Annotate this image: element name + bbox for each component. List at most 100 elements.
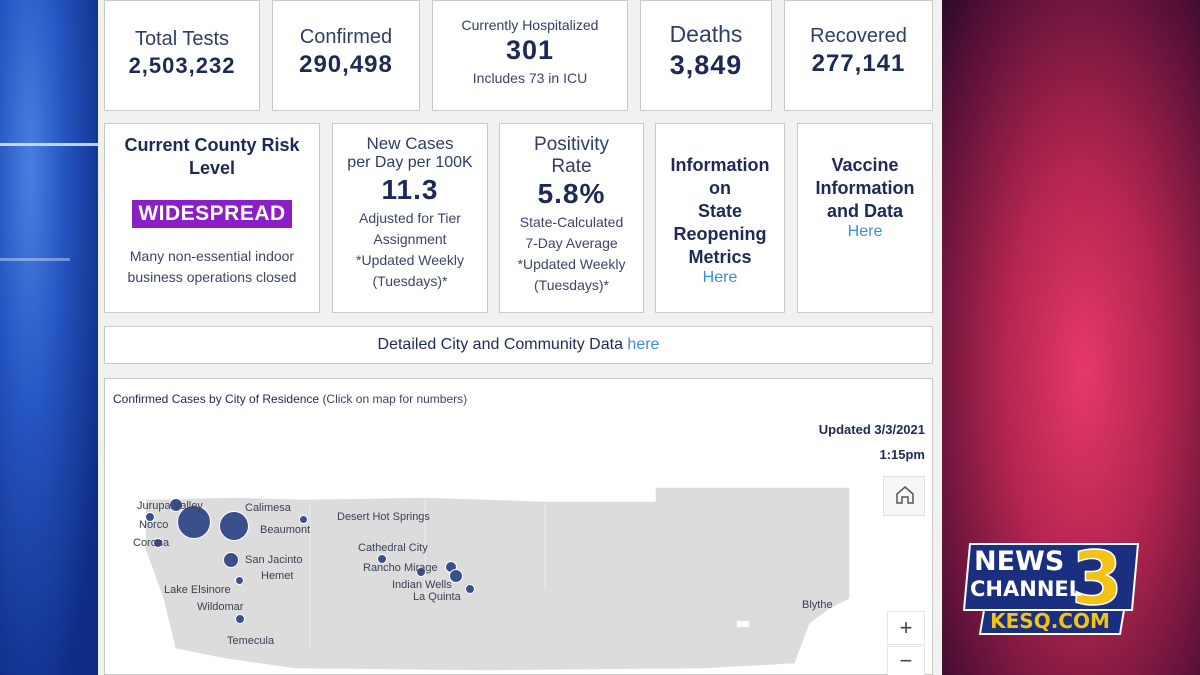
- vaccine-title-3: and Data: [826, 201, 904, 221]
- map-updated-date: Updated 3/3/2021: [818, 422, 925, 437]
- positivity-card: Positivity Rate 5.8% State-Calculated 7-…: [499, 123, 644, 313]
- city-label-corona: Corona: [133, 537, 170, 549]
- deaths-card: Deaths 3,849: [640, 0, 772, 111]
- positivity-value: 5.8%: [537, 178, 606, 209]
- city-label-beaumont: Beaumont: [260, 524, 311, 536]
- dot-perris[interactable]: [223, 552, 239, 568]
- vaccine-title-2: Information: [815, 178, 915, 198]
- hospitalized-value: 301: [505, 35, 555, 65]
- confirmed-label: Confirmed: [299, 26, 393, 48]
- recovered-card: Recovered 277,141: [784, 0, 933, 111]
- positivity-note-4: (Tuesdays)*: [534, 277, 609, 293]
- county-risk-card: Current County Risk Level WIDESPREAD Man…: [104, 123, 320, 313]
- dot-jurupa[interactable]: [169, 498, 183, 512]
- detailed-data-text: Detailed City and Community Data: [377, 336, 623, 353]
- dot-cathedral-city[interactable]: [416, 567, 426, 577]
- detailed-data-link[interactable]: here: [627, 336, 660, 353]
- logo-news: NEWS: [974, 546, 1064, 577]
- new-cases-label-line1: New Cases: [366, 134, 454, 153]
- new-cases-note-1: Adjusted for Tier: [359, 210, 461, 226]
- dot-beaumont[interactable]: [299, 515, 308, 524]
- deaths-value: 3,849: [669, 50, 743, 80]
- logo-channel: CHANNEL: [970, 577, 1082, 601]
- reopening-title-4: Reopening: [673, 224, 767, 244]
- detailed-data-bar: Detailed City and Community Data here: [104, 326, 933, 364]
- city-label-wildomar: Wildomar: [197, 601, 244, 613]
- zoom-in-button[interactable]: +: [887, 611, 925, 645]
- city-label-calimesa: Calimesa: [245, 502, 291, 514]
- county-map[interactable]: [105, 479, 934, 675]
- deaths-label: Deaths: [669, 21, 743, 47]
- vaccine-title-1: Vaccine: [831, 155, 899, 175]
- icu-note: Includes 73 in ICU: [472, 70, 588, 86]
- logo-site: KESQ.COM: [990, 609, 1110, 633]
- dot-riverside[interactable]: [177, 505, 211, 539]
- city-label-norco: Norco: [139, 519, 169, 531]
- vaccine-card: Vaccine Information and Data Here: [797, 123, 933, 313]
- risk-title-line2: Level: [188, 158, 236, 178]
- city-label-temecula: Temecula: [227, 635, 275, 647]
- reopening-here-link[interactable]: Here: [702, 269, 738, 286]
- reopening-card: Information on State Reopening Metrics H…: [655, 123, 785, 313]
- reopening-title-5: Metrics: [688, 247, 752, 267]
- positivity-label-line1: Positivity: [534, 134, 609, 155]
- dot-indio[interactable]: [449, 569, 463, 583]
- city-label-hemet: Hemet: [261, 570, 294, 582]
- map-title-row: Confirmed Cases by City of Residence (Cl…: [113, 392, 467, 406]
- city-label-lake-elsinore: Lake Elsinore: [164, 584, 231, 596]
- city-label-blythe: Blythe: [802, 599, 833, 611]
- home-icon: [896, 486, 914, 504]
- dot-menifee[interactable]: [235, 576, 244, 585]
- new-cases-note-4: (Tuesdays)*: [372, 273, 448, 289]
- dot-temecula[interactable]: [235, 614, 245, 624]
- logo-graphic: 3 NEWS CHANNEL KESQ.COM: [962, 535, 1140, 635]
- map-home-button[interactable]: [883, 476, 925, 516]
- positivity-note-3: *Updated Weekly: [517, 256, 626, 272]
- map-marker-blank: [737, 621, 749, 627]
- positivity-note-2: 7-Day Average: [525, 235, 618, 251]
- dot-palm-springs[interactable]: [377, 554, 387, 564]
- total-tests-card: Total Tests 2,503,232: [104, 0, 260, 111]
- new-cases-note-2: Assignment: [373, 231, 447, 247]
- light-streak: [0, 258, 70, 261]
- city-label-cathedral-city: Cathedral City: [358, 542, 428, 554]
- dot-coachella[interactable]: [465, 584, 475, 594]
- total-tests-value: 2,503,232: [128, 53, 236, 78]
- risk-title-line1: Current County Risk: [124, 135, 300, 155]
- city-label-indian-wells: Indian Wells: [392, 579, 452, 591]
- city-label-desert-hot-springs: Desert Hot Springs: [337, 511, 430, 523]
- reopening-title-2: on: [709, 178, 731, 198]
- risk-note-line2: business operations closed: [127, 269, 297, 285]
- logo-number: 3: [1071, 540, 1123, 622]
- positivity-label-line2: Rate: [551, 156, 592, 177]
- city-label-la-quinta: La Quinta: [413, 591, 461, 603]
- new-cases-value: 11.3: [381, 174, 439, 205]
- recovered-value: 277,141: [811, 50, 906, 77]
- map-updated: Updated 3/3/2021 1:15pm: [819, 417, 925, 467]
- risk-note-line1: Many non-essential indoor: [129, 248, 295, 264]
- light-streak: [0, 143, 100, 146]
- county-boundaries: [309, 499, 546, 649]
- dot-norco[interactable]: [145, 512, 155, 522]
- reopening-title-1: Information: [670, 155, 770, 175]
- new-cases-card: New Cases per Day per 100K 11.3 Adjusted…: [332, 123, 488, 313]
- map-hint: (Click on map for numbers): [322, 392, 468, 406]
- recovered-label: Recovered: [810, 25, 907, 47]
- city-label-jurupa-valley: Jurupa Valley: [137, 500, 203, 512]
- map-updated-time: 1:15pm: [879, 447, 925, 462]
- hospitalized-label: Currently Hospitalized: [461, 17, 599, 33]
- risk-level-badge: WIDESPREAD: [132, 200, 292, 228]
- total-tests-label: Total Tests: [134, 28, 230, 50]
- county-shape: [144, 486, 851, 672]
- confirmed-card: Confirmed 290,498: [272, 0, 420, 111]
- city-label-san-jacinto: San Jacinto: [245, 554, 303, 566]
- hospitalized-card: Currently Hospitalized 301 Includes 73 i…: [432, 0, 628, 111]
- news-channel-3-logo: 3 NEWS CHANNEL KESQ.COM: [962, 535, 1148, 636]
- new-cases-label-line2: per Day per 100K: [347, 154, 473, 171]
- zoom-out-button[interactable]: −: [887, 646, 925, 675]
- dot-corona[interactable]: [153, 538, 163, 548]
- background-left: [0, 0, 100, 675]
- confirmed-value: 290,498: [299, 51, 393, 78]
- dot-moreno-valley[interactable]: [219, 511, 249, 541]
- vaccine-here-link[interactable]: Here: [847, 223, 883, 240]
